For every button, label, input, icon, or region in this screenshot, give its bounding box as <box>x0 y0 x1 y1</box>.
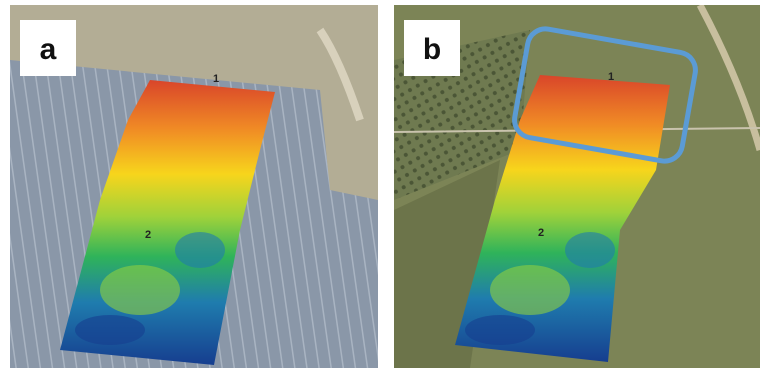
figure: a 1 2 b 1 2 <box>0 0 760 371</box>
panel-label: a <box>40 33 57 66</box>
panel-b <box>394 5 760 368</box>
panel-label: b <box>423 33 441 66</box>
marker-label: 1 <box>213 73 219 85</box>
marker-label: 2 <box>538 227 544 239</box>
marker-label: 1 <box>608 71 614 83</box>
marker-label: 2 <box>145 229 151 241</box>
panel-a <box>10 5 378 368</box>
